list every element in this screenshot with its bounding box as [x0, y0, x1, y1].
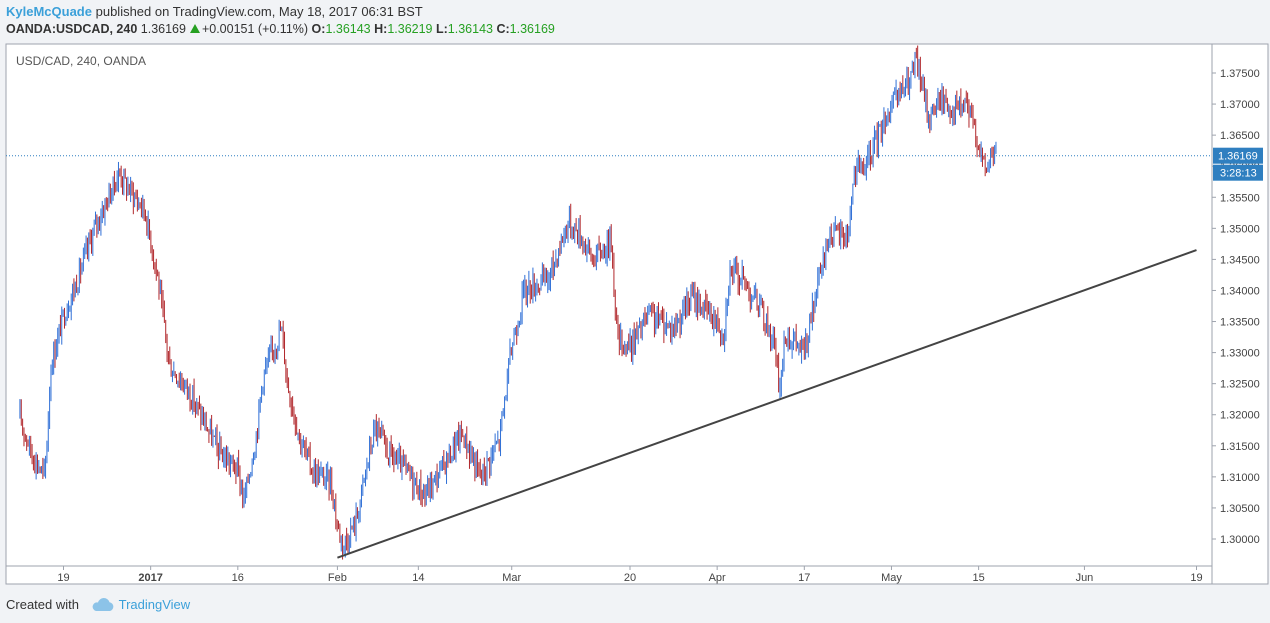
low-value: 1.36143 [447, 22, 493, 36]
close-value: 1.36169 [509, 22, 555, 36]
time-tick-label: 20 [624, 572, 636, 584]
author-link[interactable]: KyleMcQuade [6, 4, 92, 19]
price-tick-label: 1.33500 [1220, 317, 1260, 329]
candles-layer [19, 45, 997, 560]
time-tick-label: Jun [1076, 572, 1094, 584]
time-tick-label: May [881, 572, 902, 584]
time-tick-label: 16 [232, 572, 244, 584]
price-tick-label: 1.32500 [1220, 379, 1260, 391]
countdown-badge [1213, 164, 1263, 181]
high-label: H: [374, 22, 388, 36]
price-tick-label: 1.37500 [1220, 68, 1260, 80]
open-label: O: [311, 22, 326, 36]
price-tick-label: 1.35000 [1220, 223, 1260, 235]
countdown-label: 3:28:13 [1220, 168, 1257, 180]
close-label: C: [496, 22, 510, 36]
publish-line: KyleMcQuade published on TradingView.com… [6, 4, 423, 19]
time-tick-label: 19 [1190, 572, 1202, 584]
up-arrow-icon [189, 24, 200, 33]
chart-title: USD/CAD, 240, OANDA [16, 54, 146, 68]
time-axis[interactable] [5, 565, 1213, 585]
open-value: 1.36143 [325, 22, 371, 36]
plot-area[interactable] [5, 43, 1213, 567]
price-tick-label: 1.31500 [1220, 441, 1260, 453]
time-tick-label: 2017 [138, 572, 162, 584]
tradingview-link[interactable]: TradingView [118, 597, 191, 612]
trendline-layer [337, 249, 1197, 559]
current-price-label: 1.36169 [1218, 151, 1258, 163]
price-tick-label: 1.36500 [1220, 130, 1260, 142]
tradingview-cloud-icon [92, 598, 113, 611]
symbol-label: OANDA:USDCAD, 240 [6, 22, 138, 36]
current-price-badge [1213, 147, 1263, 164]
time-tick-label: 14 [412, 572, 424, 584]
time-tick-label: 17 [798, 572, 810, 584]
price-tick-label: 1.32000 [1220, 410, 1260, 422]
high-value: 1.36219 [387, 22, 433, 36]
chart-header: KyleMcQuade published on TradingView.com… [0, 0, 1270, 44]
price-tick-label: 1.37000 [1220, 99, 1260, 111]
time-tick-label: 19 [57, 572, 69, 584]
price-tick-label: 1.30500 [1220, 503, 1260, 515]
quote-line: OANDA:USDCAD, 240 1.36169 +0.00151 (+0.11… [6, 22, 555, 36]
support-trendline[interactable] [337, 249, 1197, 559]
time-tick-label: Feb [328, 572, 347, 584]
time-tick-label: Mar [502, 572, 521, 584]
price-tick-label: 1.34000 [1220, 285, 1260, 297]
price-axis[interactable] [1211, 43, 1269, 585]
time-tick-label: 15 [972, 572, 984, 584]
price-tick-label: 1.34500 [1220, 254, 1260, 266]
last-price: 1.36169 [140, 22, 186, 36]
current-price-layer: 1.36169 3:28:13 [6, 147, 1263, 181]
price-tick-label: 1.35500 [1220, 192, 1260, 204]
price-tick-label: 1.33000 [1220, 348, 1260, 360]
price-tick-label: 1.31000 [1220, 472, 1260, 484]
time-tick-label: Apr [709, 572, 726, 584]
price-scale-labels: 1.375001.370001.365001.360001.355001.350… [1212, 68, 1260, 546]
price-tick-label: 1.30000 [1220, 534, 1260, 546]
low-label: L: [435, 22, 448, 36]
created-with-text: Created with [6, 597, 79, 612]
time-scale-labels: 19 2017 16 Feb 14 Mar 20 Apr 17 May 15 Jun 19 [57, 566, 1203, 584]
published-text: published on TradingView.com, May 18, 20… [95, 4, 423, 19]
footer: Created with TradingView [6, 597, 190, 612]
price-change: +0.00151 (+0.11%) [201, 22, 309, 36]
